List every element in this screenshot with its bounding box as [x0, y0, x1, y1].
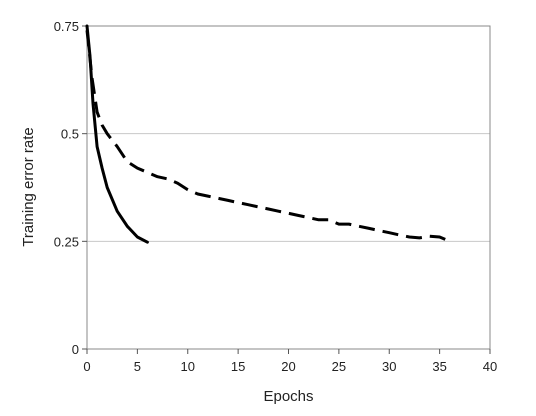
- y-tick-label: 0: [72, 342, 79, 357]
- dashed-series-line: [85, 30, 451, 243]
- y-tick-label: 0.25: [54, 234, 79, 249]
- x-tick-label: 20: [281, 359, 295, 374]
- x-tick-label: 25: [332, 359, 346, 374]
- series-layer: [85, 24, 451, 244]
- x-tick-label: 10: [181, 359, 195, 374]
- x-tick-label: 35: [432, 359, 446, 374]
- axes: 0 0.25 0.5 0.75 0 5 10 15 20 25 30 35 40: [54, 19, 498, 374]
- x-tick-label: 5: [134, 359, 141, 374]
- grid-layer: [87, 133, 490, 242]
- x-tick-label: 40: [483, 359, 497, 374]
- x-axis-label: Epochs: [263, 388, 313, 405]
- y-axis-label: Training error rate: [20, 127, 37, 247]
- x-tick-label: 0: [83, 359, 90, 374]
- x-tick-label: 15: [231, 359, 245, 374]
- y-tick-label: 0.75: [54, 19, 79, 34]
- y-tick-label: 0.5: [61, 127, 79, 142]
- x-tick-label: 30: [382, 359, 396, 374]
- plot-area-frame: [86, 25, 491, 350]
